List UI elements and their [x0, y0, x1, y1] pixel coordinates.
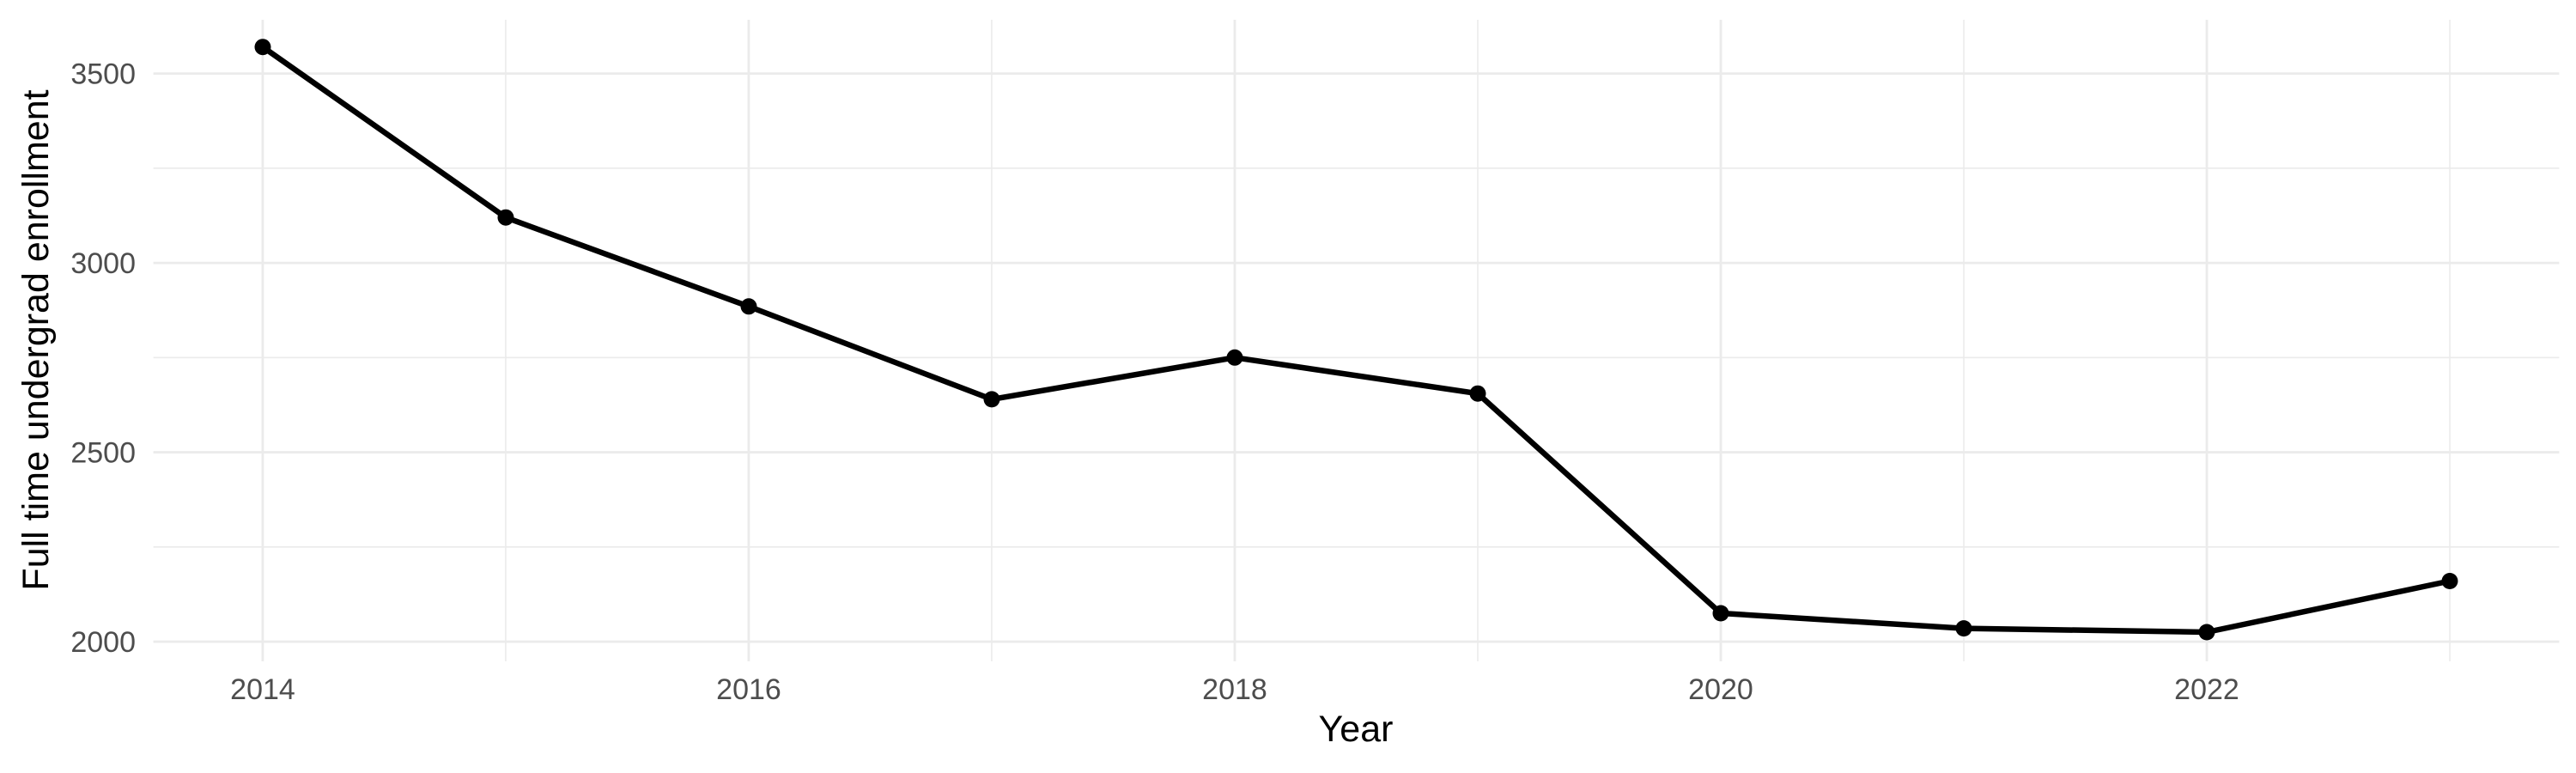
x-tick-label: 2014	[230, 673, 295, 706]
y-tick-label: 3000	[70, 247, 136, 280]
y-axis-title: Full time undergrad enrollment	[15, 89, 57, 590]
data-point	[254, 39, 271, 56]
y-axis-tick-labels-group: 2000 2500 3000 3500	[70, 58, 136, 660]
x-tick-label: 2018	[1202, 673, 1267, 706]
data-points-group	[254, 39, 2458, 641]
x-tick-label: 2020	[1688, 673, 1753, 706]
series-group	[261, 45, 2451, 636]
data-point	[983, 391, 1000, 408]
series-line	[261, 45, 2451, 636]
y-tick-label: 3500	[70, 58, 136, 91]
data-point	[740, 298, 757, 315]
x-tick-label: 2022	[2174, 673, 2239, 706]
minor-gridlines-group	[153, 20, 2560, 661]
data-point	[2441, 573, 2458, 589]
data-point	[1712, 605, 1729, 622]
x-tick-label: 2016	[716, 673, 781, 706]
x-axis-title: Year	[1319, 709, 1394, 750]
y-tick-label: 2500	[70, 437, 136, 470]
data-point	[497, 209, 514, 226]
data-point	[1469, 385, 1486, 402]
y-tick-label: 2000	[70, 626, 136, 659]
major-gridlines-group	[153, 20, 2560, 661]
data-point	[2198, 624, 2215, 641]
x-axis-tick-labels-group: 2014 2016 2018 2020 2022	[230, 673, 2239, 706]
data-point	[1226, 349, 1243, 366]
data-point	[1955, 620, 1972, 637]
